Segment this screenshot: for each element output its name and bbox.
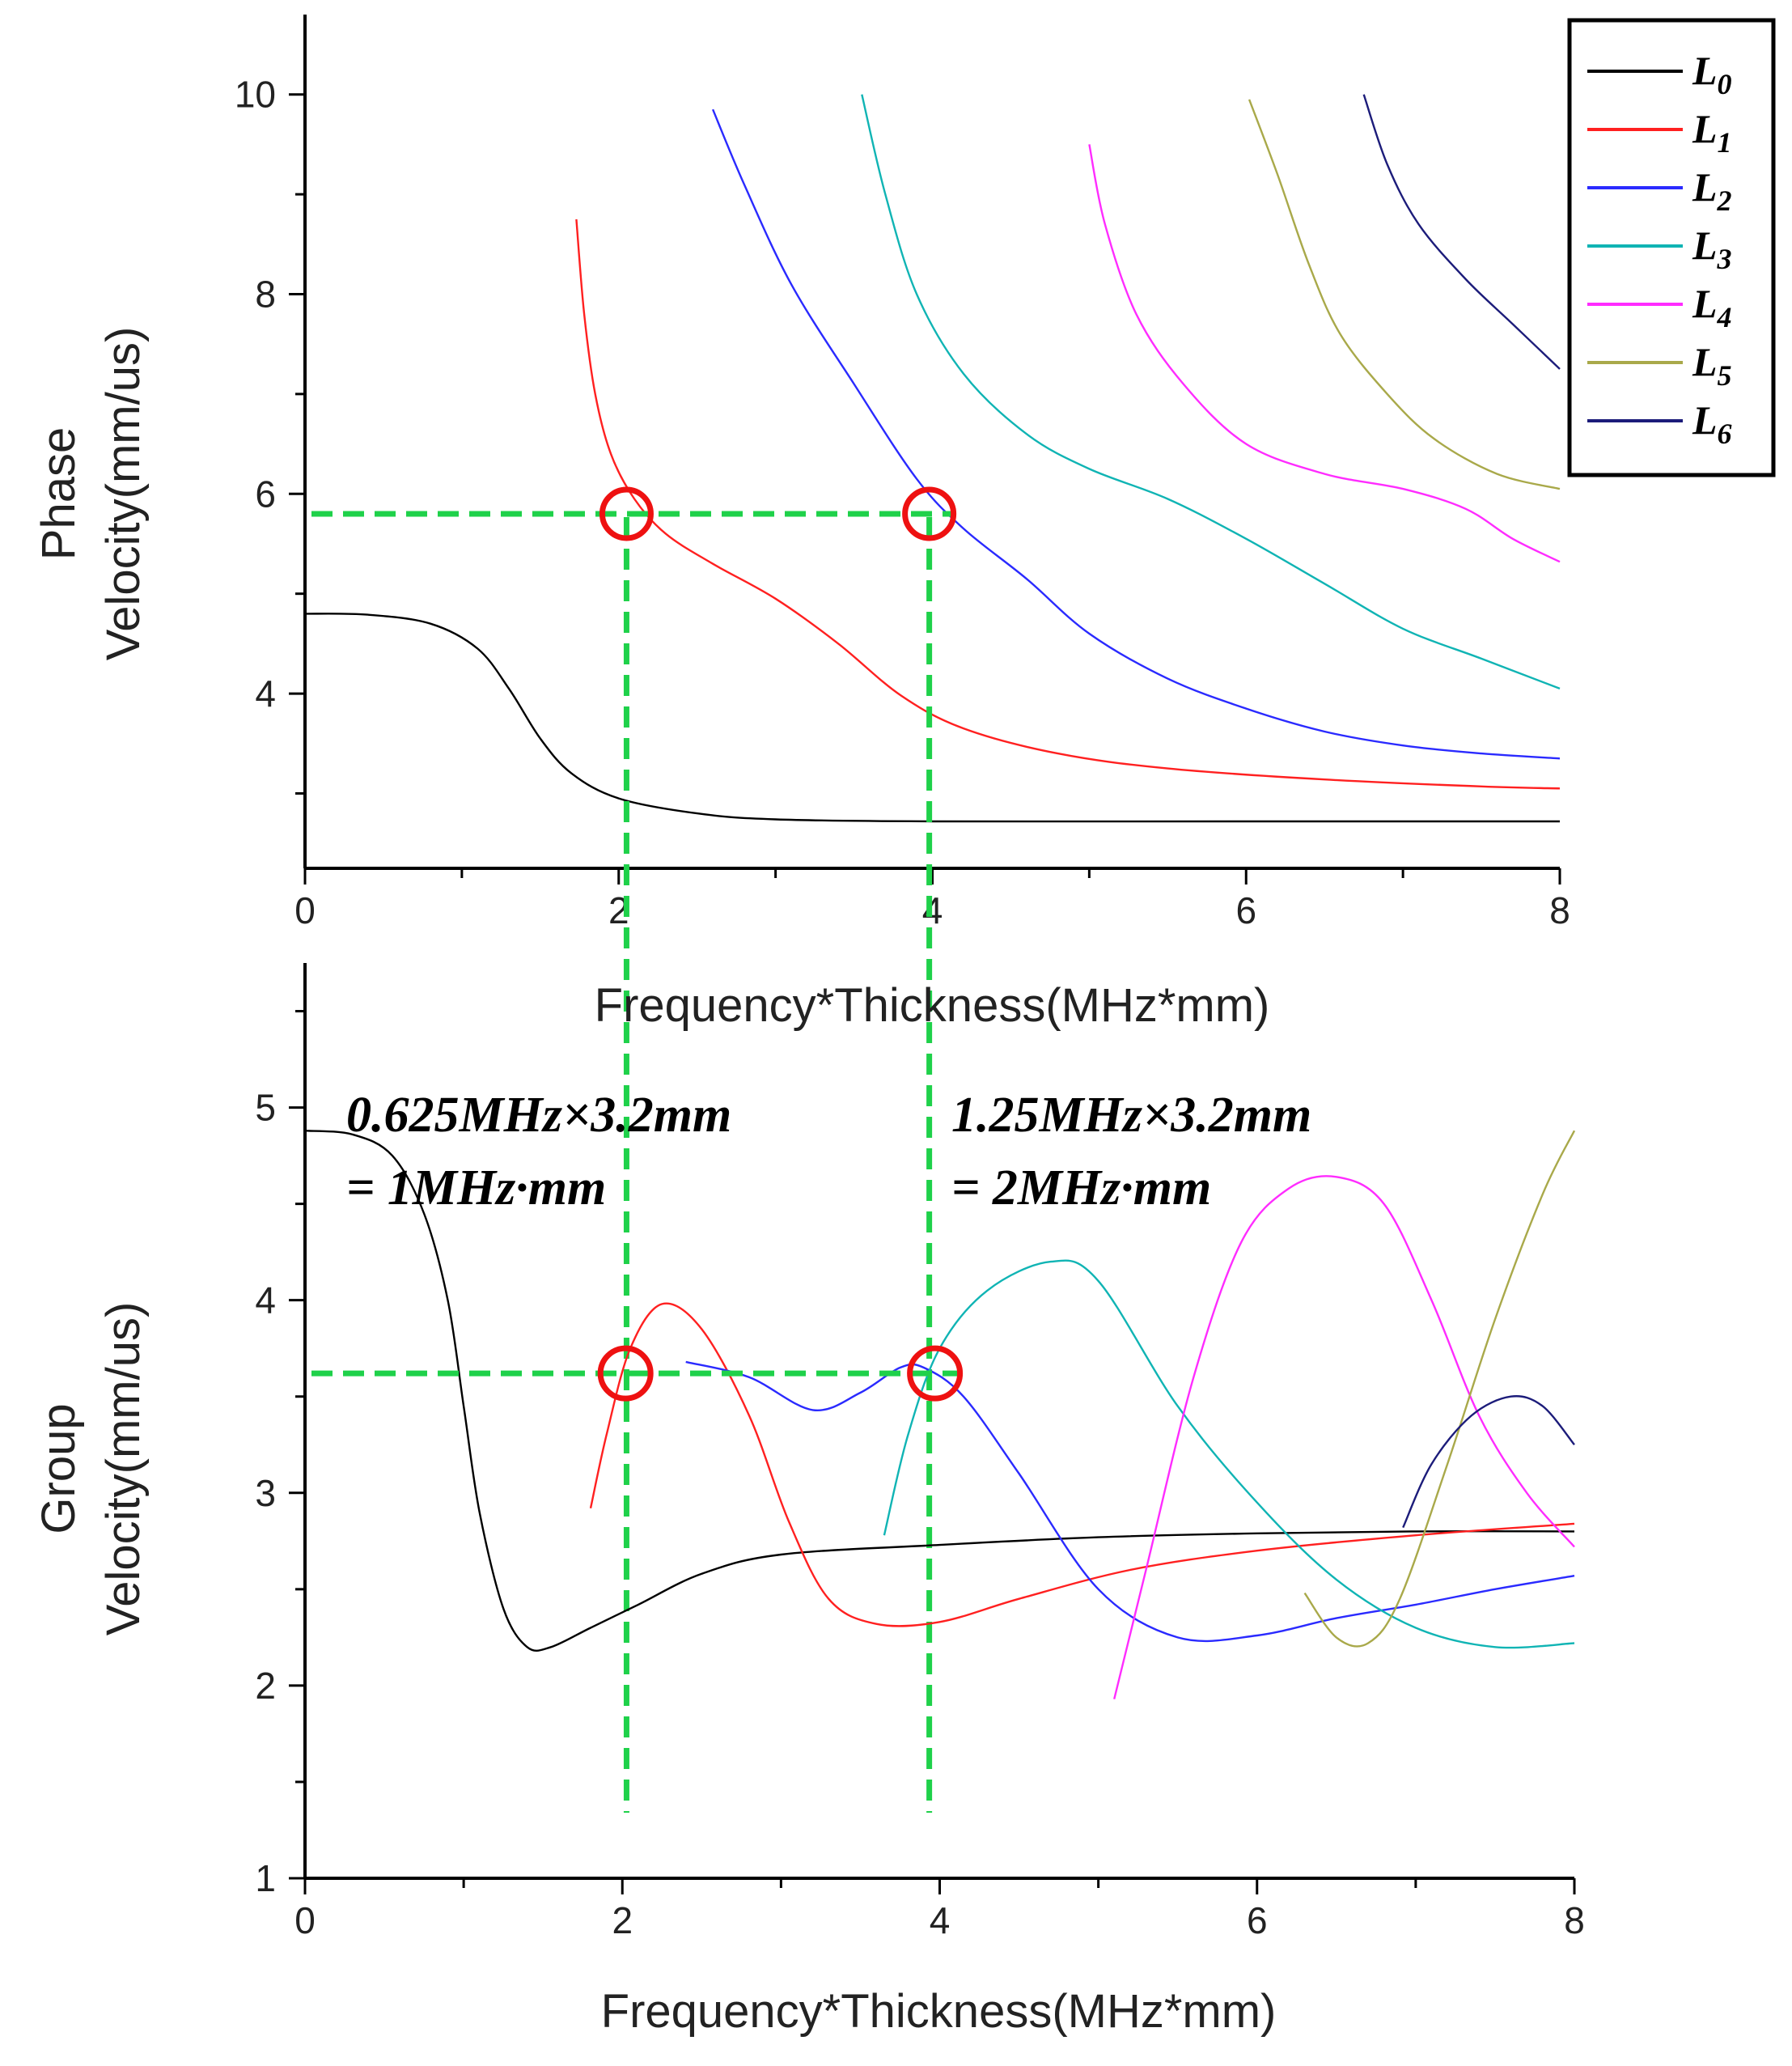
group-series-l3 xyxy=(883,1259,1575,1649)
legend-label-l2: L2 xyxy=(1692,164,1732,217)
phase-y-tick-label: 8 xyxy=(255,273,276,315)
group-series-l2 xyxy=(685,1360,1575,1643)
group-y-axis-title-line1: Group xyxy=(32,1403,85,1534)
phase-y-tick-label: 6 xyxy=(255,473,276,515)
phase-velocity-panel: 0 2 4 6 8 4 6 8 10 Frequency*Thickness(MHz*mm) P… xyxy=(32,15,1570,1814)
phase-y-axis-title-line1: Phase xyxy=(32,427,85,560)
group-velocity-panel: 0 2 4 6 8 1 2 3 4 5 Frequency*Thickness(MHz*mm) G… xyxy=(32,963,1585,2038)
group-marker-circle-2 xyxy=(907,1345,964,1402)
phase-x-tick-label: 6 xyxy=(1235,889,1256,931)
group-marker-circle-1 xyxy=(597,1345,654,1402)
phase-x-axis-title: Frequency*Thickness(MHz*mm) xyxy=(595,979,1270,1032)
group-series-l0 xyxy=(304,1130,1575,1652)
phase-series-l2 xyxy=(711,108,1561,760)
phase-y-axis-title-line2: Velocity(mm/us) xyxy=(97,327,150,661)
group-y-tick-label: 3 xyxy=(255,1472,276,1514)
phase-series-lines xyxy=(304,94,1561,823)
group-x-tick-label: 8 xyxy=(1564,1899,1585,1941)
phase-marker-circle-1 xyxy=(599,486,654,541)
phase-marker-circle-2 xyxy=(902,486,957,541)
group-markers xyxy=(597,1345,964,1402)
group-x-axis-title: Frequency*Thickness(MHz*mm) xyxy=(601,1985,1277,2038)
annotation-left-line1: 0.625MHz×3.2mm xyxy=(346,1088,731,1143)
group-x-tick-label: 0 xyxy=(294,1899,316,1941)
phase-series-l4 xyxy=(1088,144,1561,563)
group-y-tick-label: 5 xyxy=(255,1087,276,1129)
phase-y-tick-label: 10 xyxy=(235,74,276,116)
phase-markers xyxy=(599,486,957,541)
phase-x-tick-label: 8 xyxy=(1549,889,1570,931)
legend-label-l3: L3 xyxy=(1692,223,1732,275)
legend-label-l6: L6 xyxy=(1692,397,1732,450)
group-series-l1 xyxy=(589,1302,1575,1627)
legend-label-l0: L0 xyxy=(1692,48,1732,100)
legend-label-l5: L5 xyxy=(1692,339,1732,392)
group-series-lines xyxy=(304,1130,1576,1699)
group-series-l6 xyxy=(1402,1395,1575,1529)
annotation-right-line2: = 2MHz·mm xyxy=(951,1160,1211,1215)
annotation-left-line2: = 1MHz·mm xyxy=(346,1160,606,1215)
phase-guide-lines xyxy=(311,511,952,1814)
phase-series-l3 xyxy=(861,94,1561,690)
group-y-tick-label: 4 xyxy=(255,1279,276,1321)
legend-label-l4: L4 xyxy=(1692,281,1732,333)
group-x-tick-label: 6 xyxy=(1247,1899,1268,1941)
group-x-tick-label: 2 xyxy=(612,1899,633,1941)
group-y-tick-label: 2 xyxy=(255,1665,276,1707)
phase-series-l6 xyxy=(1362,94,1561,370)
group-axis-ticks: 0 2 4 6 8 1 2 3 4 5 xyxy=(255,1010,1585,1941)
phase-series-l1 xyxy=(575,218,1561,790)
phase-series-l5 xyxy=(1248,99,1561,490)
annotation-right-line1: 1.25MHz×3.2mm xyxy=(951,1088,1311,1143)
group-x-tick-label: 4 xyxy=(930,1899,951,1941)
phase-x-tick-label: 0 xyxy=(294,889,316,931)
phase-x-tick-label: 4 xyxy=(922,889,943,931)
group-y-axis-title-line2: Velocity(mm/us) xyxy=(97,1302,150,1636)
legend-label-l1: L1 xyxy=(1692,106,1732,159)
group-y-tick-label: 1 xyxy=(255,1857,276,1899)
group-series-l5 xyxy=(1303,1130,1576,1648)
group-series-l4 xyxy=(1113,1175,1575,1699)
phase-series-l0 xyxy=(304,613,1560,823)
phase-y-tick-label: 4 xyxy=(255,672,276,715)
